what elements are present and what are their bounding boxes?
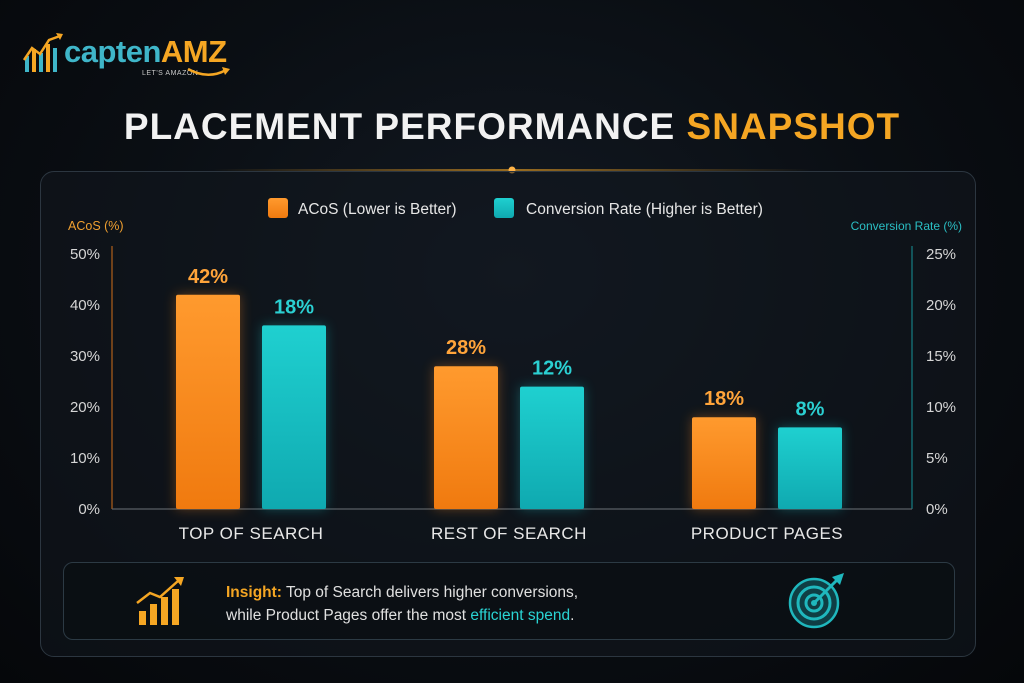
growth-chart-icon [136,577,184,625]
category-label: TOP OF SEARCH [179,524,324,543]
smile-arrow-icon [187,67,230,76]
conversion-value-label: 8% [796,398,825,420]
category-label: PRODUCT PAGES [691,524,843,543]
left-axis-title: ACoS (%) [68,219,124,233]
insight-line-2: while Product Pages offer the most effic… [226,607,575,624]
conversion-value-label: 18% [274,296,314,318]
conversion-bar [520,386,584,509]
legend-label-conversion: Conversion Rate (Higher is Better) [526,201,763,218]
left-tick-label: 40% [70,297,100,314]
acos-value-label: 18% [704,388,744,410]
bar-chart-logo-icon [22,33,63,72]
brand-name: captenAMZ [64,34,227,69]
right-axis-title: Conversion Rate (%) [851,219,962,233]
insight-box: Insight: Top of Search delivers higher c… [63,562,955,640]
left-tick-label: 10% [70,450,100,467]
legend-swatch-conversion [494,198,514,218]
right-tick-label: 5% [926,450,948,467]
right-tick-label: 0% [926,501,948,518]
left-tick-label: 20% [70,399,100,416]
left-tick-label: 30% [70,348,100,365]
acos-bar [176,294,240,509]
acos-value-label: 28% [446,337,486,359]
left-tick-label: 50% [70,246,100,263]
right-tick-label: 20% [926,297,956,314]
legend-label-acos: ACoS (Lower is Better) [298,201,457,218]
legend-swatch-acos [268,198,288,218]
conversion-bar [262,325,326,509]
conversion-bar [778,427,842,509]
left-tick-label: 0% [78,501,100,518]
brand-tagline: LET'S AMAZON [142,70,199,77]
brand-logo: captenAMZ LET'S AMAZON [22,30,232,90]
insight-highlight: efficient spend [470,607,571,624]
acos-value-label: 42% [188,266,228,288]
insight-text: Insight: Top of Search delivers higher c… [226,581,578,627]
category-label: REST OF SEARCH [431,524,587,543]
acos-bar [692,417,756,509]
conversion-value-label: 12% [532,358,572,380]
right-tick-label: 25% [926,246,956,263]
right-tick-label: 10% [926,399,956,416]
target-icon [788,573,844,629]
acos-bar [434,366,498,509]
insight-label: Insight: [226,584,282,601]
right-tick-label: 15% [926,348,956,365]
insight-line-1: Insight: Top of Search delivers higher c… [226,584,579,601]
page-title: PLACEMENT PERFORMANCE SNAPSHOT [123,106,901,147]
